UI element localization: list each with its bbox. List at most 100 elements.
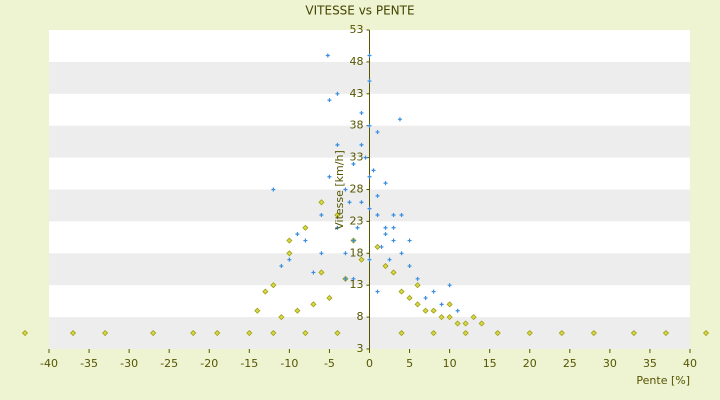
point — [446, 301, 453, 308]
y-tick-label: 8 — [357, 310, 364, 323]
point — [423, 295, 428, 300]
point — [391, 213, 396, 218]
point — [319, 213, 324, 218]
point — [462, 329, 469, 337]
x-tick-label: 0 — [366, 357, 373, 370]
point — [387, 257, 392, 262]
point — [367, 123, 372, 128]
x-tick-label: 35 — [643, 357, 657, 370]
chart-title: VITESSE vs PENTE — [305, 4, 414, 18]
point — [355, 225, 360, 230]
point — [702, 329, 710, 337]
point — [371, 168, 376, 173]
point — [455, 308, 460, 313]
point — [319, 251, 324, 256]
y-tick-label: 18 — [350, 246, 364, 259]
point — [399, 213, 404, 218]
point — [246, 329, 253, 337]
point — [335, 225, 340, 230]
point — [430, 329, 437, 337]
x-tick-label: 20 — [523, 357, 537, 370]
point — [367, 257, 372, 262]
x-tick-label: 40 — [683, 357, 697, 370]
point — [254, 307, 261, 314]
point — [383, 181, 388, 186]
point — [383, 225, 388, 230]
point — [343, 187, 348, 192]
point — [630, 329, 637, 337]
point — [367, 174, 372, 179]
point — [334, 211, 341, 219]
x-tick-label: -15 — [240, 357, 258, 370]
point — [526, 329, 533, 337]
point — [494, 329, 501, 337]
point — [347, 200, 352, 205]
x-tick-label: -25 — [160, 357, 178, 370]
y-tick-label: 38 — [350, 119, 364, 132]
point — [343, 276, 348, 281]
point — [325, 53, 330, 58]
point — [363, 155, 368, 160]
point — [279, 264, 284, 269]
point — [391, 225, 396, 230]
point — [303, 238, 308, 243]
point — [214, 329, 221, 337]
point — [478, 320, 485, 327]
x-tick-label: 5 — [406, 357, 413, 370]
point — [391, 238, 396, 243]
point — [262, 288, 269, 295]
point — [359, 200, 364, 205]
point — [406, 294, 413, 302]
point — [399, 251, 404, 256]
point — [359, 142, 364, 147]
point — [407, 264, 412, 269]
x-tick-label: -20 — [200, 357, 218, 370]
point — [375, 130, 380, 135]
point — [390, 269, 397, 276]
x-tick-label: -30 — [120, 357, 138, 370]
point — [327, 174, 332, 179]
point — [69, 329, 77, 337]
point — [270, 282, 277, 289]
point — [278, 314, 285, 321]
x-tick-label: -40 — [40, 357, 58, 370]
point — [327, 98, 332, 103]
y-tick-label: 48 — [350, 55, 364, 68]
point — [414, 282, 421, 289]
point — [286, 250, 293, 257]
point — [287, 257, 292, 262]
point — [415, 276, 420, 281]
point — [454, 320, 461, 327]
point — [397, 117, 402, 122]
point — [190, 329, 197, 337]
point — [367, 53, 372, 58]
x-axis-label: Pente [%] — [636, 374, 690, 387]
point — [375, 193, 380, 198]
point — [271, 187, 276, 192]
y-tick-label: 43 — [350, 87, 364, 100]
point — [351, 238, 356, 243]
point — [335, 91, 340, 96]
point — [462, 320, 469, 327]
point — [343, 251, 348, 256]
y-tick-label: 23 — [350, 214, 364, 227]
point — [326, 294, 333, 302]
point — [438, 314, 445, 321]
point — [351, 161, 356, 166]
point — [310, 301, 317, 308]
point — [21, 329, 29, 337]
point — [375, 289, 380, 294]
point — [558, 329, 565, 337]
x-tick-label: -10 — [280, 357, 298, 370]
point — [590, 329, 597, 337]
x-tick-label: 25 — [563, 357, 577, 370]
x-tick-label: 15 — [483, 357, 497, 370]
point — [318, 269, 325, 276]
y-axis-label: Vitesse [km/h] — [333, 150, 346, 230]
point — [430, 307, 437, 314]
point — [294, 307, 301, 314]
point — [358, 256, 365, 263]
y-tick-label: 28 — [350, 183, 364, 196]
y-tick-label: 13 — [350, 278, 364, 291]
